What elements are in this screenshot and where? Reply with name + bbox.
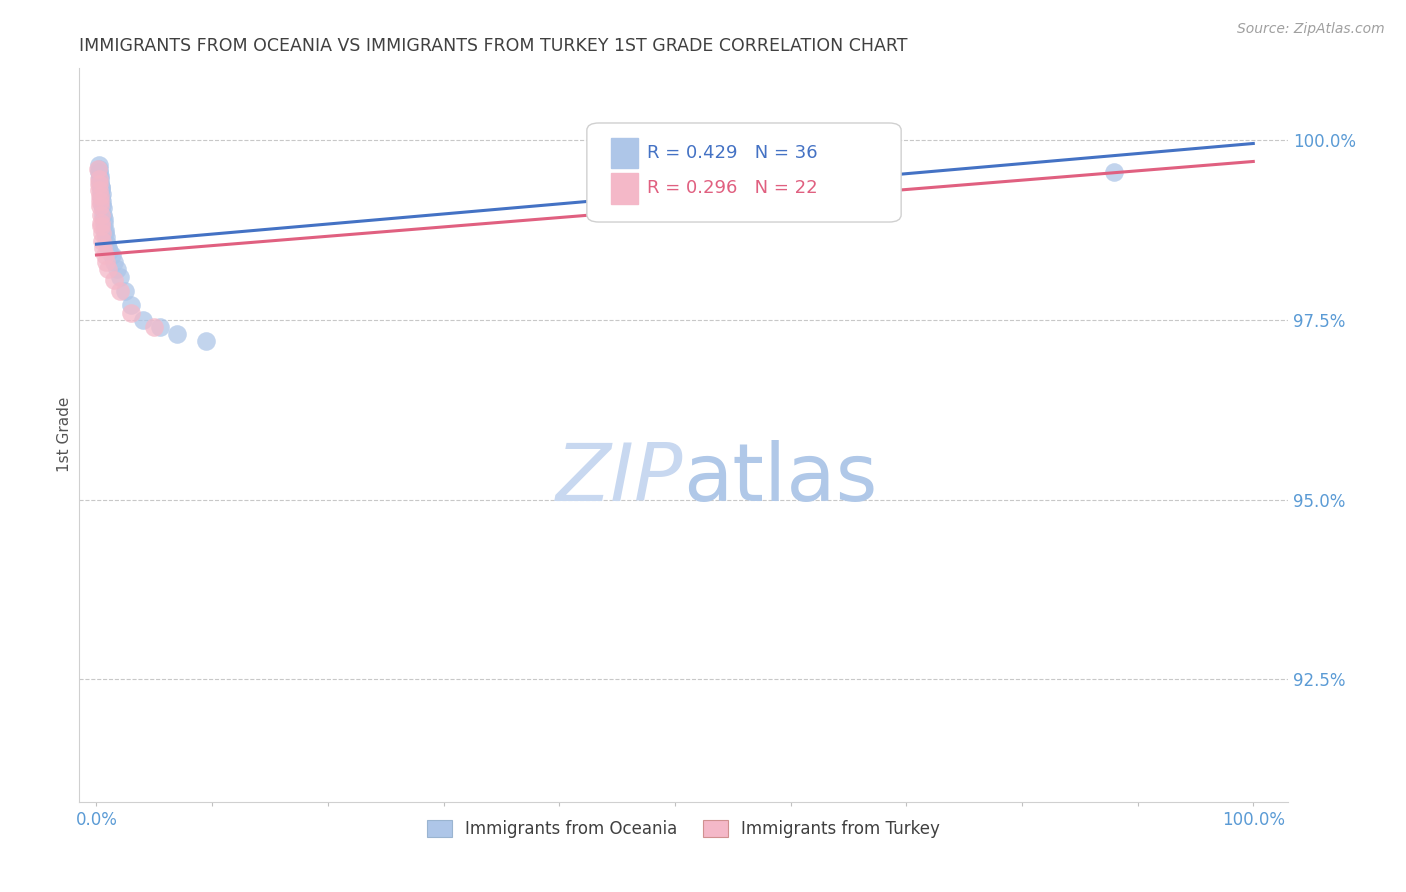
Text: ZIP: ZIP <box>557 440 683 517</box>
Point <box>90 216 112 230</box>
Point <box>98 244 121 259</box>
Point <box>97 241 120 255</box>
Point <box>105 262 128 277</box>
Point <box>89 199 111 213</box>
Point <box>166 327 188 342</box>
Point <box>91 194 114 208</box>
Point <box>89 189 111 203</box>
Point <box>91 234 114 248</box>
Point <box>686 176 709 190</box>
Point <box>93 223 115 237</box>
Point <box>143 319 166 334</box>
Point <box>149 319 172 334</box>
Point <box>100 248 122 262</box>
Point <box>89 172 111 186</box>
Point <box>90 219 112 234</box>
Point <box>114 284 136 298</box>
Point <box>132 312 155 326</box>
Point <box>94 255 117 269</box>
Point <box>93 248 115 262</box>
Point <box>803 172 825 186</box>
Point <box>1104 165 1126 179</box>
Point <box>89 176 111 190</box>
Text: R = 0.296   N = 22: R = 0.296 N = 22 <box>647 179 818 197</box>
Y-axis label: 1st Grade: 1st Grade <box>58 397 72 473</box>
Text: IMMIGRANTS FROM OCEANIA VS IMMIGRANTS FROM TURKEY 1ST GRADE CORRELATION CHART: IMMIGRANTS FROM OCEANIA VS IMMIGRANTS FR… <box>79 37 908 55</box>
Point <box>108 284 131 298</box>
Point <box>860 168 883 182</box>
Point <box>120 298 142 312</box>
Legend: Immigrants from Oceania, Immigrants from Turkey: Immigrants from Oceania, Immigrants from… <box>420 814 946 845</box>
Point <box>93 212 115 227</box>
Point <box>93 241 115 255</box>
Point <box>103 273 125 287</box>
Point <box>87 158 110 172</box>
Point <box>87 172 110 186</box>
Point <box>93 216 115 230</box>
Point <box>89 208 111 222</box>
Point <box>94 227 117 241</box>
Point <box>89 179 111 194</box>
Point <box>91 201 114 215</box>
Text: Source: ZipAtlas.com: Source: ZipAtlas.com <box>1237 22 1385 37</box>
FancyBboxPatch shape <box>612 137 637 169</box>
Text: R = 0.429   N = 36: R = 0.429 N = 36 <box>647 145 818 162</box>
Point <box>90 186 112 201</box>
FancyBboxPatch shape <box>612 173 637 203</box>
Point <box>89 183 111 197</box>
Point <box>90 179 112 194</box>
Point <box>87 178 110 192</box>
Point <box>89 194 111 208</box>
Point <box>120 305 142 319</box>
Text: atlas: atlas <box>683 440 877 517</box>
Point <box>87 165 110 179</box>
Point <box>89 169 111 183</box>
Point <box>90 183 112 197</box>
Point <box>89 161 111 176</box>
Point <box>87 161 110 176</box>
Point <box>96 237 118 252</box>
FancyBboxPatch shape <box>586 123 901 222</box>
Point <box>195 334 218 349</box>
Point <box>97 262 120 277</box>
Point <box>90 190 112 204</box>
Point <box>94 230 117 244</box>
Point <box>91 197 114 211</box>
Point <box>108 269 131 284</box>
Point <box>90 227 112 241</box>
Point <box>91 208 114 222</box>
Point <box>837 169 859 183</box>
Point <box>103 255 125 269</box>
